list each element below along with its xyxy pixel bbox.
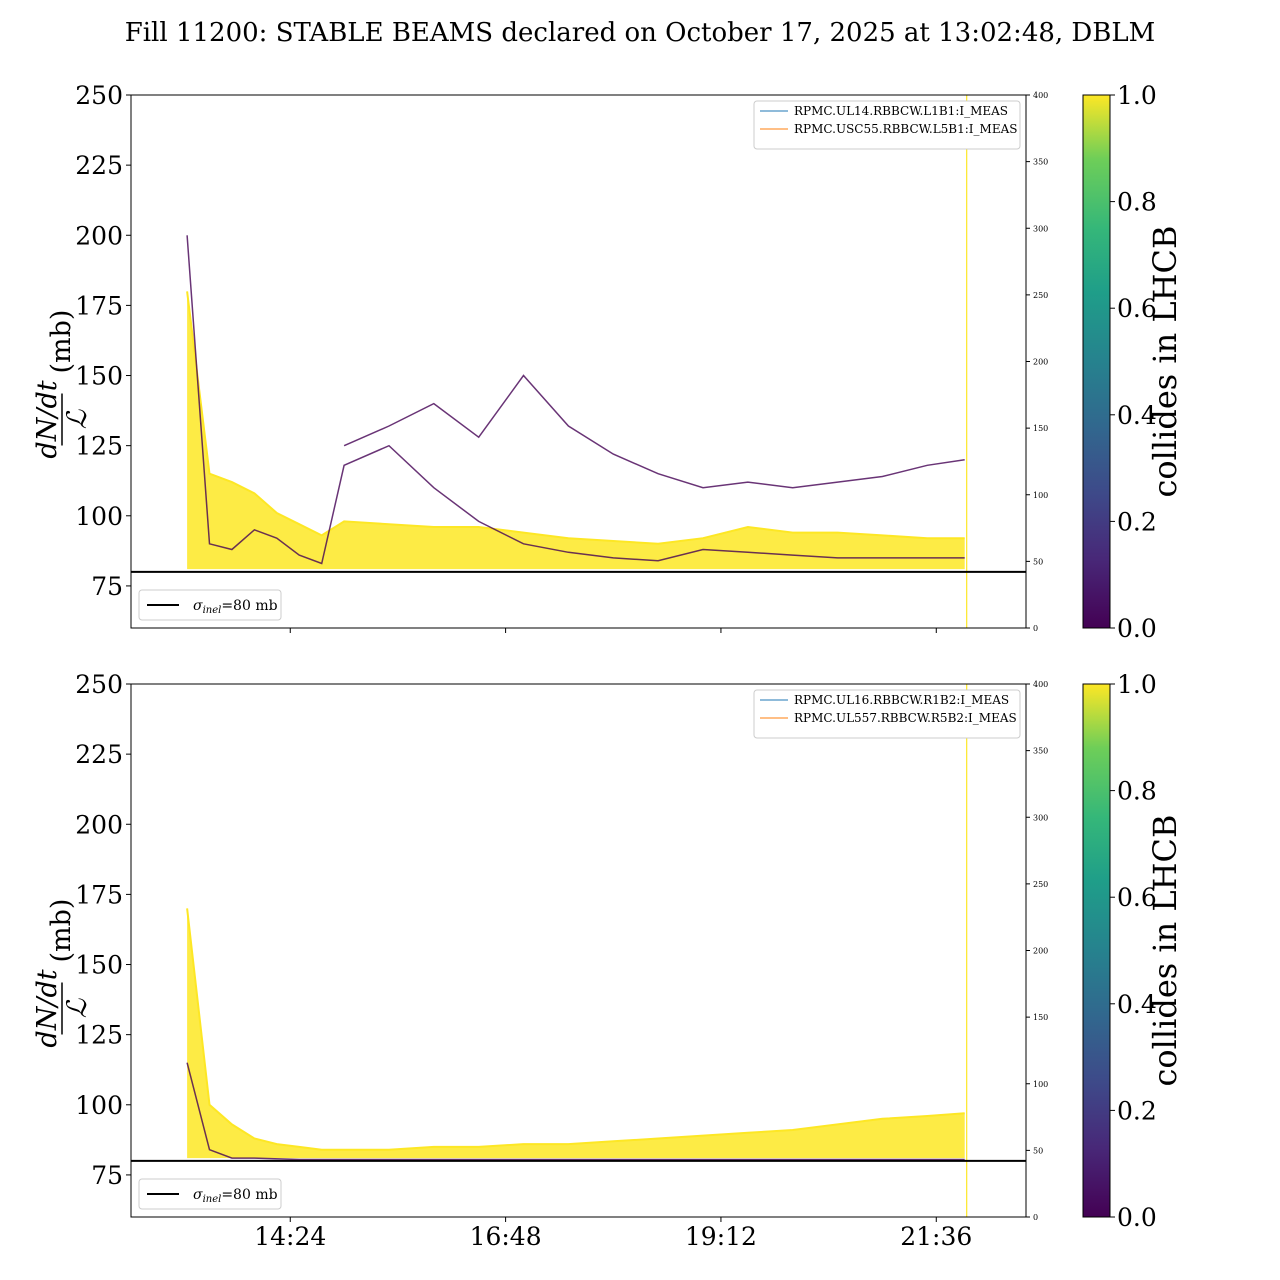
panel1-y2tick-label: 100 (1033, 491, 1048, 500)
panel1-ylabel-numerator: dN/dt (32, 380, 63, 458)
panel1-y2tick-label: 50 (1033, 557, 1043, 566)
panel2-colorbar-tick-label: 0.8 (1117, 777, 1157, 806)
panel2-y2tick-label: 250 (1033, 880, 1048, 889)
panel2-legend-entry: RPMC.UL557.RBBCW.R5B2:I_MEAS (794, 711, 1017, 725)
panels: 75 100 125 150 175 200 225 250 0 50 100 150 200 250 30… (32, 81, 1184, 1251)
panel1-ytick-label: 200 (75, 221, 123, 250)
panel1-legend-entry: RPMC.UL14.RBBCW.L1B1:I_MEAS (794, 104, 1008, 118)
panel2-ytick-label: 225 (75, 740, 123, 769)
panel1-ylabel-unit: (mb) (46, 310, 77, 374)
panel1-ytick-label: 150 (75, 362, 123, 391)
panel1-ytick-label: 100 (75, 502, 123, 531)
panel1-ylabel-denominator: ℒ (62, 409, 93, 429)
panel2-ylabel: dN/dt ℒ (mb) (32, 899, 93, 1048)
panel1-legend-box (753, 100, 1021, 150)
panel2-colorbar (1082, 683, 1111, 1218)
panel1-series-1-line (186, 235, 965, 565)
panel2-ytick-label: 150 (75, 951, 123, 980)
panel2-series-1-line (186, 1062, 965, 1161)
panel2-y2tick-label: 100 (1033, 1080, 1048, 1089)
panel2-colorbar-label: collides in LHCB (1146, 814, 1184, 1086)
panel1-reference-legend-box (138, 589, 282, 621)
panel2-y2tick-label: 400 (1033, 680, 1048, 689)
panel1-ytick-label: 175 (75, 291, 123, 320)
panel2-colorbar-tick-label: 0.4 (1117, 990, 1157, 1019)
panel2-y2tick-label: 50 (1033, 1146, 1043, 1155)
panel2-series-0-band (187, 908, 965, 1159)
panel2-colorbar-tick-label: 0.2 (1117, 1096, 1157, 1125)
panel1-colorbar-tick-label: 0.6 (1117, 294, 1157, 323)
panel2-reference-legend-label: σinel=80 mb (193, 1187, 278, 1205)
panel2-ylabel-denominator: ℒ (62, 998, 93, 1018)
panel1-series-0-band (187, 291, 965, 570)
panel1-colorbar-tick-label: 0.4 (1117, 401, 1157, 430)
panel1-legend-entry: RPMC.USC55.RBBCW.L5B1:I_MEAS (794, 122, 1017, 136)
panel1-colorbar-tick-label: 1.0 (1117, 81, 1157, 110)
panel1-y2tick-label: 0 (1033, 624, 1038, 633)
panel1-reference-legend-label: σinel=80 mb (193, 598, 278, 616)
panel2-xtick-label: 21:36 (900, 1222, 972, 1251)
panel1-y2tick-label: 400 (1033, 91, 1048, 100)
panel1-colorbar-label: collides in LHCB (1146, 225, 1184, 497)
panel2-y2tick-label: 300 (1033, 813, 1048, 822)
panel1-y2tick-label: 350 (1033, 158, 1048, 167)
panel2-legend-box (753, 689, 1021, 739)
panel1-series-2-line (343, 374, 965, 489)
panel1-y2tick-label: 150 (1033, 424, 1048, 433)
panel2-xtick-label: 14:24 (254, 1222, 326, 1251)
panel2-ytick-label: 250 (75, 670, 123, 699)
panel2-y2tick-label: 0 (1033, 1213, 1038, 1222)
panel1-ytick-label: 75 (91, 572, 123, 601)
panel2-ytick-label: 125 (75, 1021, 123, 1050)
panel2-ytick-label: 100 (75, 1091, 123, 1120)
panel2-y2tick-label: 150 (1033, 1013, 1048, 1022)
panel2-y2tick-label: 350 (1033, 747, 1048, 756)
panel2-series-0-line (186, 908, 965, 1151)
panel2-ylabel-unit: (mb) (46, 899, 77, 963)
panel2-xtick-label: 16:48 (470, 1222, 542, 1251)
panel1-ytick-label: 225 (75, 151, 123, 180)
panel1-colorbar-tick-label: 0.0 (1117, 614, 1157, 643)
panel2-ytick-label: 75 (91, 1161, 123, 1190)
panel2-y2tick-label: 200 (1033, 947, 1048, 956)
panel2-reference-legend-box (138, 1178, 282, 1210)
panel1-ylabel: dN/dt ℒ (mb) (32, 310, 93, 459)
panel2-colorbar-tick-label: 1.0 (1117, 670, 1157, 699)
page-title: Fill 11200: STABLE BEAMS declared on Oct… (124, 18, 1156, 48)
panel2-colorbar-tick-label: 0.0 (1117, 1203, 1157, 1232)
panel2-ytick-label: 175 (75, 880, 123, 909)
panel1-ytick-label: 250 (75, 81, 123, 110)
panel1-y2tick-label: 300 (1033, 224, 1048, 233)
panel1-colorbar (1082, 94, 1111, 629)
panel2-xtick-label: 19:12 (685, 1222, 757, 1251)
panel2-colorbar-tick-label: 0.6 (1117, 883, 1157, 912)
panel1-series-0-line (186, 291, 965, 545)
panel1-ytick-label: 125 (75, 432, 123, 461)
panel1-y2tick-label: 250 (1033, 291, 1048, 300)
panel2-ytick-label: 200 (75, 810, 123, 839)
panel1-colorbar-tick-label: 0.2 (1117, 507, 1157, 536)
panel2-ylabel-numerator: dN/dt (32, 969, 63, 1047)
panel2-legend-entry: RPMC.UL16.RBBCW.R1B2:I_MEAS (794, 693, 1009, 707)
panel1-y2tick-label: 200 (1033, 358, 1048, 367)
panel1-colorbar-tick-label: 0.8 (1117, 188, 1157, 217)
